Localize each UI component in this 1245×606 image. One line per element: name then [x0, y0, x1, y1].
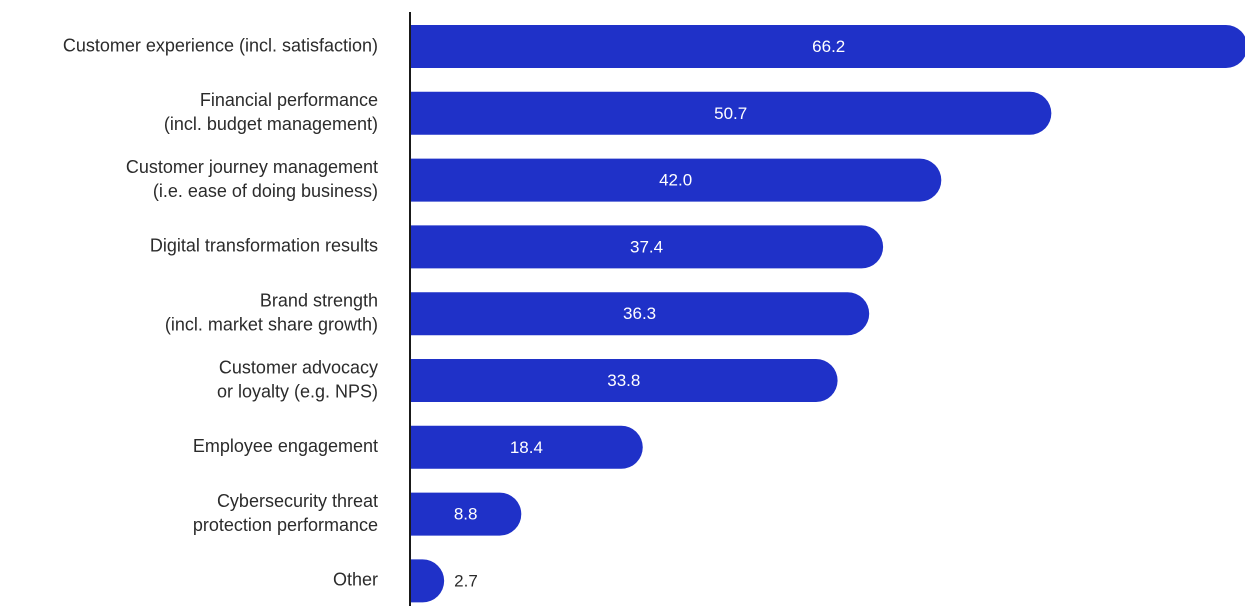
value-label-2: 42.0	[659, 171, 692, 190]
category-label-line: Employee engagement	[193, 436, 378, 456]
category-label-1: Financial performance (incl. budget manag…	[164, 90, 378, 134]
category-label-line: Financial performance	[200, 90, 378, 110]
category-label-5: Customer advocacy or loyalty (e.g. NPS)	[217, 357, 378, 401]
bar-8	[410, 559, 445, 603]
category-label-2: Customer journey management (i.e. ease of…	[126, 157, 378, 201]
bar-5	[410, 359, 838, 402]
value-label-6: 18.4	[510, 438, 543, 457]
category-label-8: Other	[333, 570, 378, 590]
category-label-4: Brand strength (incl. market share growth…	[165, 290, 378, 334]
value-label-3: 37.4	[630, 237, 663, 256]
category-label-line: Customer journey management	[126, 157, 378, 177]
value-label-8: 2.7	[454, 571, 478, 590]
category-label-line: Customer experience (incl. satisfaction)	[63, 35, 378, 55]
category-label-7: Cybersecurity threat protection performan…	[193, 491, 378, 535]
value-label-5: 33.8	[607, 371, 640, 390]
category-labels: Customer experience (incl. satisfaction)…	[63, 35, 378, 589]
value-label-7: 8.8	[454, 505, 478, 524]
category-label-3: Digital transformation results	[150, 236, 378, 256]
bar-7	[410, 492, 522, 536]
bar-1	[410, 91, 1052, 135]
category-label-line: Cybersecurity threat	[217, 491, 378, 511]
bar-4	[410, 292, 870, 336]
value-label-1: 50.7	[714, 104, 747, 123]
category-label-line: or loyalty (e.g. NPS)	[217, 381, 378, 401]
category-label-line: protection performance	[193, 515, 378, 535]
category-label-line: Digital transformation results	[150, 236, 378, 256]
category-label-line: Customer advocacy	[219, 357, 378, 377]
value-label-0: 66.2	[812, 37, 845, 56]
category-label-line: (i.e. ease of doing business)	[153, 181, 378, 201]
bar-6	[410, 425, 643, 469]
bar-2	[410, 158, 942, 202]
category-label-line: (incl. market share growth)	[165, 314, 378, 334]
category-label-line: (incl. budget management)	[164, 114, 378, 134]
category-label-6: Employee engagement	[193, 436, 378, 456]
category-label-line: Brand strength	[260, 290, 378, 310]
category-label-0: Customer experience (incl. satisfaction)	[63, 35, 378, 55]
bar-0	[410, 25, 1245, 68]
category-label-line: Other	[333, 570, 378, 590]
bar-3	[410, 225, 884, 269]
value-label-4: 36.3	[623, 304, 656, 323]
bars-layer: 66.2 50.7 42.0 37.4 36.3 33.8 18.4 8.8 2.7	[410, 25, 1245, 603]
